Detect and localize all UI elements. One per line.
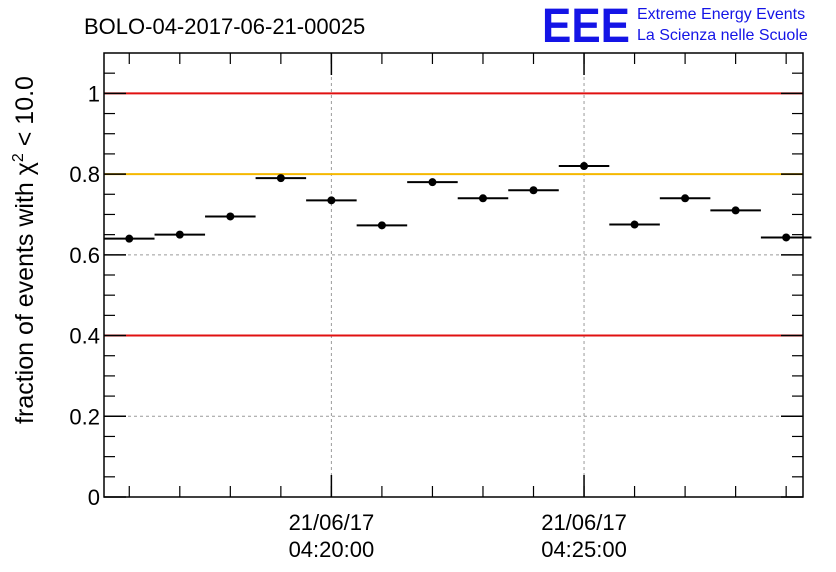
data-point	[580, 162, 589, 171]
x-tick-date-label: 21/06/17	[541, 510, 627, 535]
data-point	[276, 174, 285, 183]
y-axis-label-text: fraction of events with	[11, 175, 39, 424]
data-point	[377, 221, 386, 230]
chart-title: BOLO-04-2017-06-21-00025	[84, 14, 365, 39]
eee-logo: EEE Extreme Energy Events La Scienza nel…	[542, 0, 808, 53]
plot-frame	[103, 52, 804, 498]
y-tick-label: 0	[88, 485, 100, 510]
y-tick-label: 0.8	[69, 162, 100, 187]
logo-mark: EEE	[542, 0, 630, 53]
data-point	[681, 194, 690, 203]
y-axis-label-sup: 2	[10, 153, 27, 162]
data-point	[529, 186, 538, 195]
logo-line-1: Extreme Energy Events	[637, 6, 805, 23]
logo-line-2: La Scienza nelle Scuole	[637, 27, 808, 44]
data-point	[226, 212, 235, 221]
data-point	[478, 194, 487, 203]
x-tick-date-label: 21/06/17	[289, 510, 375, 535]
data-point	[327, 196, 336, 205]
data-point	[125, 234, 134, 243]
x-tick-time-label: 04:25:00	[541, 537, 627, 562]
data-point	[428, 178, 437, 187]
data-point	[782, 233, 791, 242]
y-tick-label: 1	[88, 81, 100, 106]
y-axis-label-rest: < 10.0	[11, 76, 39, 153]
y-axis-label-symbol: χ	[11, 162, 39, 175]
y-tick-label: 0.4	[69, 324, 100, 349]
data-point	[731, 206, 740, 215]
grid	[104, 53, 803, 497]
y-tick-label: 0.6	[69, 243, 100, 268]
y-axis-label: fraction of events with χ2 < 10.0	[10, 76, 39, 424]
axes: 00.20.40.60.8121/06/1704:20:0021/06/1704…	[69, 53, 803, 562]
x-tick-time-label: 04:20:00	[289, 537, 375, 562]
reference-lines	[104, 92, 803, 337]
y-tick-label: 0.2	[69, 404, 100, 429]
data-point	[175, 230, 184, 239]
data-point	[630, 220, 639, 229]
